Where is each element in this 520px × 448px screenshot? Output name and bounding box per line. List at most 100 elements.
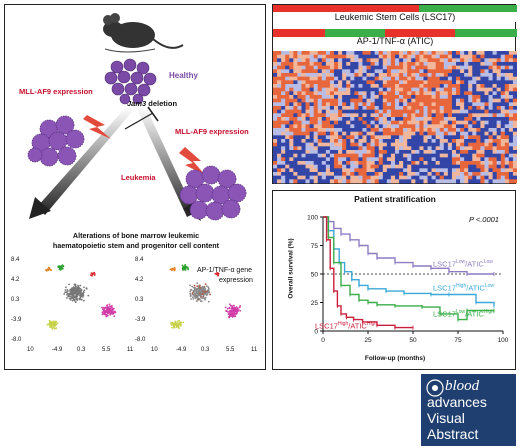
- heatmap-cell: [362, 124, 367, 129]
- heatmap-cell: [476, 113, 481, 118]
- heatmap-cell: [407, 153, 412, 158]
- heatmap-cell: [472, 179, 477, 184]
- heatmap-cell: [476, 120, 481, 125]
- heatmap-cell: [500, 102, 506, 107]
- heatmap-cell: [472, 161, 477, 165]
- heatmap-cell: [484, 117, 489, 121]
- heatmap-cell: [399, 117, 404, 121]
- heatmap-cell: [350, 120, 355, 125]
- heatmap-cell: [431, 76, 436, 81]
- heatmap-cell: [456, 124, 461, 129]
- x-tick-label: 0: [321, 337, 325, 344]
- heatmap-cell: [321, 179, 327, 184]
- heatmap-cell: [305, 54, 310, 59]
- heatmap-cell: [305, 139, 310, 143]
- heatmap-cell: [273, 113, 278, 118]
- heatmap-cell: [439, 98, 445, 103]
- heatmap-cell: [468, 51, 473, 55]
- heatmap-cell: [374, 175, 380, 180]
- heatmap-cell: [399, 54, 404, 59]
- heatmap-cell: [419, 102, 424, 107]
- tsne-point: [228, 310, 231, 313]
- heatmap-cell: [476, 73, 481, 77]
- heatmap-cell: [439, 62, 445, 66]
- tsne-x-tick: 10: [27, 347, 34, 353]
- heatmap-cell: [407, 120, 412, 125]
- heatmap-cell: [468, 69, 473, 74]
- heatmap-cell: [317, 69, 323, 74]
- tsne-point: [178, 319, 181, 322]
- heatmap-cell: [447, 161, 453, 165]
- tsne-point: [85, 288, 88, 290]
- heatmap-cell: [285, 91, 290, 96]
- heatmap-cell: [435, 168, 441, 173]
- heatmap-cell: [329, 98, 335, 103]
- heatmap-cell: [415, 120, 420, 125]
- heatmap-cell: [504, 91, 510, 96]
- heatmap-cell: [297, 80, 302, 85]
- heatmap-cell: [451, 91, 457, 96]
- heatmap-cell: [492, 157, 497, 162]
- heatmap-cell: [480, 80, 485, 85]
- heatmap-cell: [451, 131, 457, 136]
- heatmap-cell: [382, 150, 388, 154]
- heatmap-cell: [395, 161, 400, 165]
- heatmap-cell: [411, 175, 416, 180]
- heatmap-cell: [464, 175, 469, 180]
- heatmap-cell: [273, 109, 278, 114]
- heatmap-cell: [447, 172, 453, 176]
- heatmap-cell: [399, 172, 404, 176]
- heatmap-cell: [289, 98, 294, 103]
- heatmap-cell: [386, 124, 392, 129]
- heatmap-cell: [443, 109, 449, 114]
- heatmap-cell: [301, 84, 306, 88]
- heatmap-cell: [350, 65, 355, 70]
- heatmap-cell: [443, 95, 449, 99]
- label-low-low: LSC17Low/ATICLow: [433, 259, 493, 269]
- heatmap-cell: [403, 58, 408, 63]
- heatmap-cell: [334, 175, 339, 180]
- heatmap-cell: [309, 128, 314, 132]
- heatmap-cell: [313, 113, 319, 118]
- heatmap-cell: [366, 175, 371, 180]
- heatmap-cell: [309, 109, 314, 114]
- heatmap-cell: [329, 164, 335, 169]
- heatmap-cell: [285, 65, 290, 70]
- heatmap-cell: [354, 146, 359, 151]
- heatmap-cell: [325, 117, 331, 121]
- heatmap-cell: [325, 95, 331, 99]
- heatmap-cell: [378, 168, 384, 173]
- heatmap-cell: [415, 76, 420, 81]
- heatmap-cell: [484, 109, 489, 114]
- heatmap-cell: [476, 150, 481, 154]
- heatmap-cell: [273, 95, 278, 99]
- heatmap-cell: [277, 113, 282, 118]
- heatmap-cell: [456, 109, 461, 114]
- heatmap-cell: [374, 146, 380, 151]
- heatmap-cell: [451, 58, 457, 63]
- heatmap-cell: [350, 135, 355, 140]
- heatmap-cell: [439, 106, 445, 110]
- heatmap-cell: [325, 179, 331, 184]
- heatmap-cell: [342, 87, 347, 92]
- heatmap-cell: [512, 109, 517, 114]
- tsne-point: [191, 285, 194, 288]
- heatmap-cell: [496, 95, 502, 99]
- tsne-point: [197, 287, 200, 290]
- heatmap-cell: [358, 128, 363, 132]
- heatmap-cell: [382, 172, 388, 176]
- heatmap-cell: [358, 51, 363, 55]
- heatmap-cell: [350, 109, 355, 114]
- heatmap-cell: [399, 65, 404, 70]
- heatmap-cell: [492, 150, 497, 154]
- heatmap-cell: [390, 65, 396, 70]
- heatmap-cell: [480, 98, 485, 103]
- heatmap-cell: [472, 58, 477, 63]
- tsne-point: [69, 288, 72, 291]
- heatmap-cell: [447, 139, 453, 143]
- heatmap-cell: [411, 142, 416, 147]
- heatmap-cell: [411, 73, 416, 77]
- heatmap-cell: [378, 76, 384, 81]
- heatmap-cell: [456, 76, 461, 81]
- heatmap-cell: [309, 135, 314, 140]
